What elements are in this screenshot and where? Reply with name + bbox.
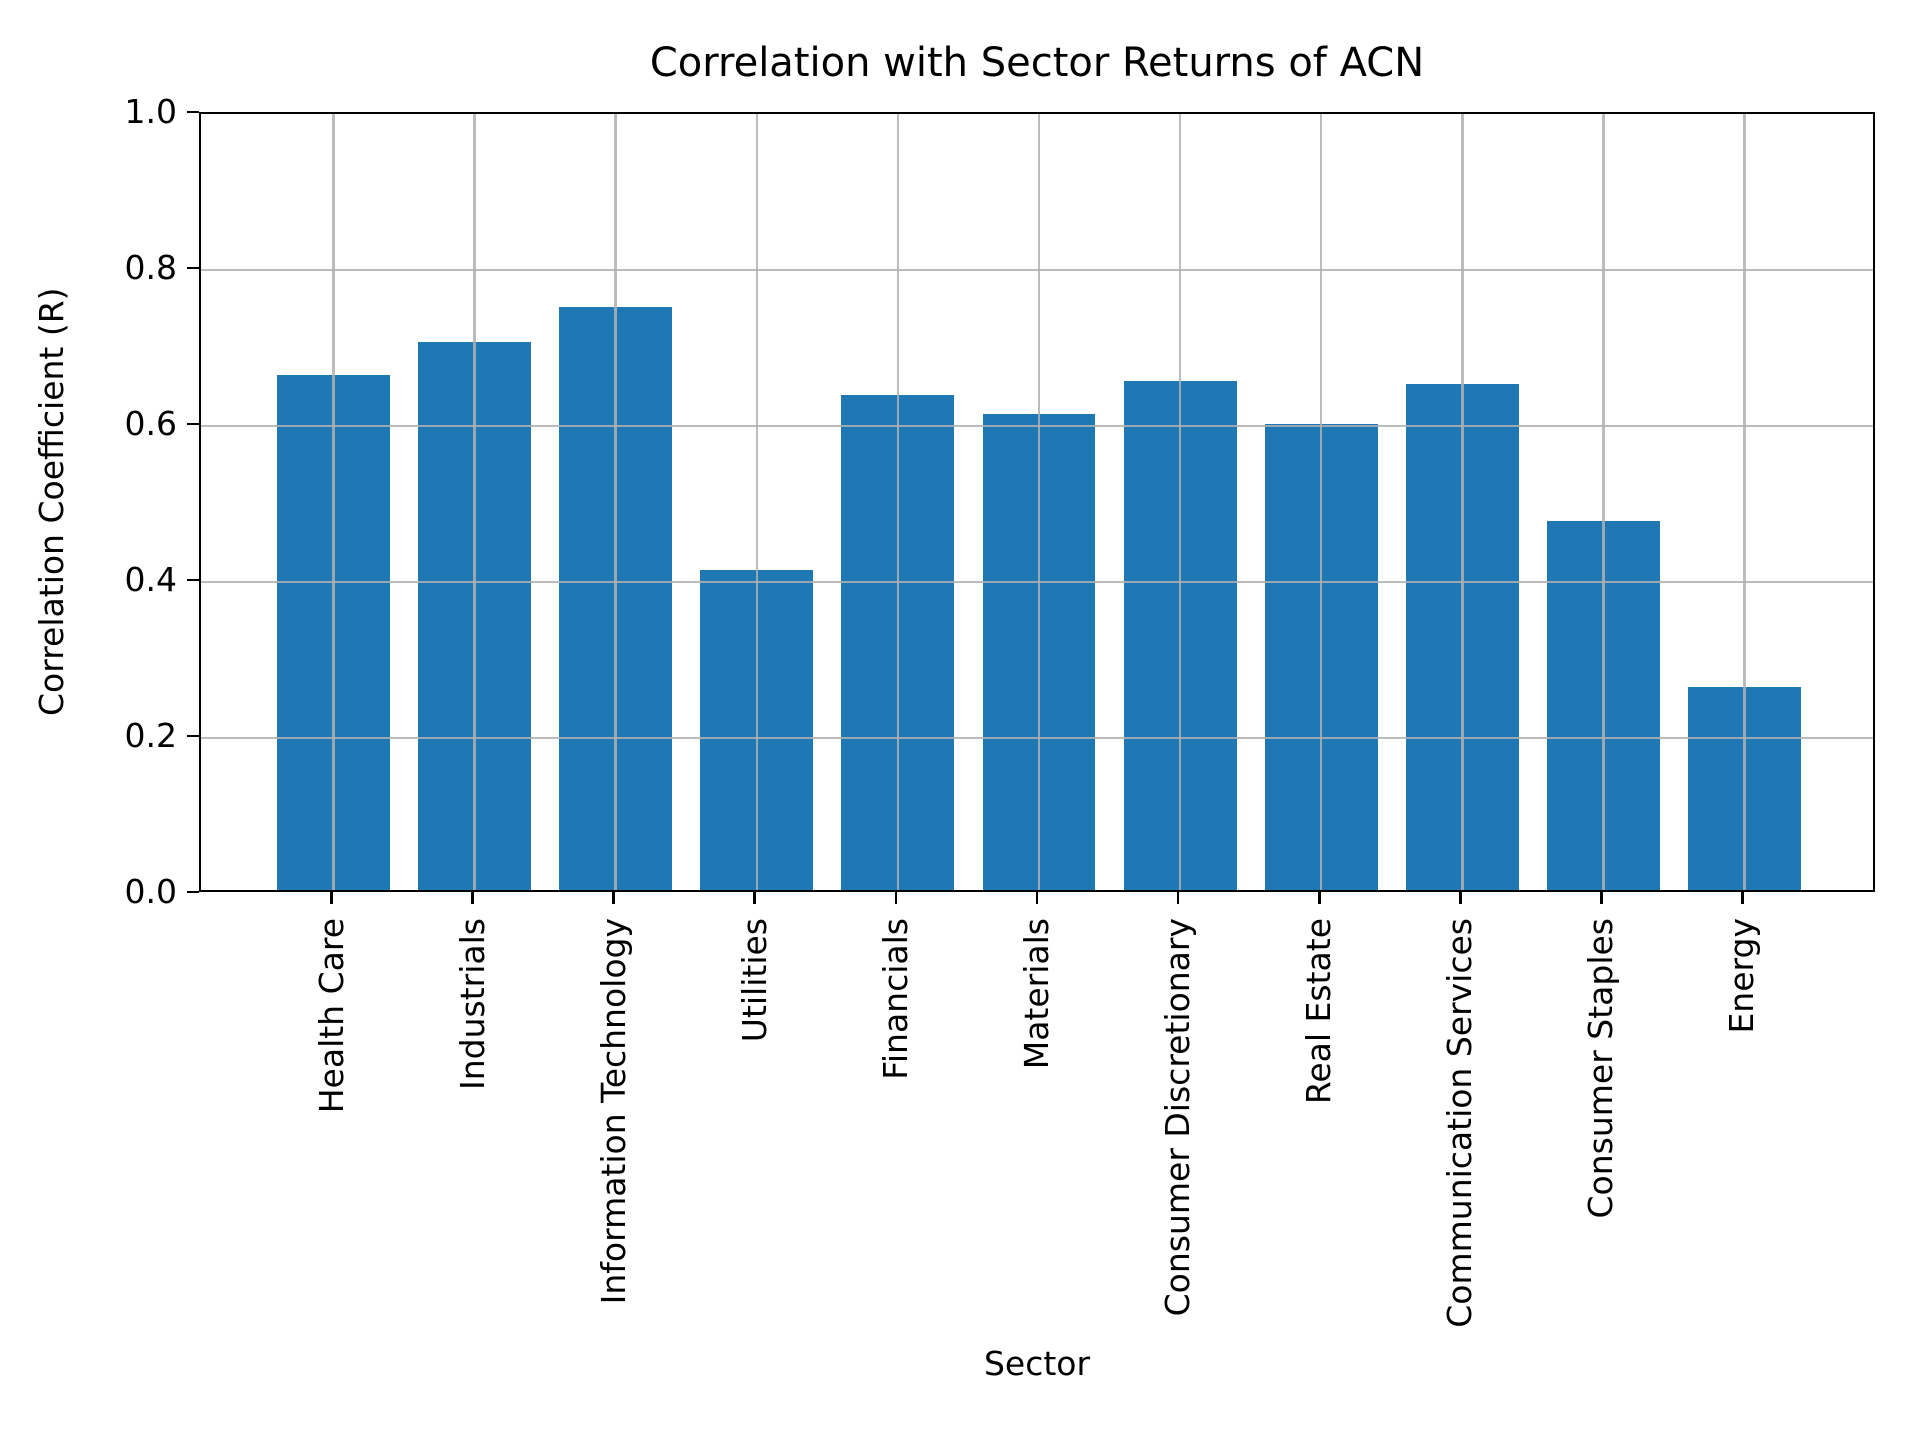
chart-title: Correlation with Sector Returns of ACN — [649, 40, 1425, 86]
x-gridline — [1319, 114, 1323, 890]
x-tick-mark — [753, 892, 757, 904]
y-gridline — [201, 424, 1873, 428]
x-tick-mark — [1741, 892, 1744, 904]
x-axis-label: Sector — [983, 1344, 1091, 1383]
x-tick-label-health-care: Health Care — [311, 918, 351, 1114]
plot-area — [199, 112, 1875, 892]
y-tick-mark — [187, 110, 199, 114]
x-gridline — [473, 114, 476, 890]
x-tick-label-utilities: Utilities — [734, 918, 774, 1043]
x-tick-mark — [612, 892, 616, 904]
y-tick-mark — [187, 578, 199, 582]
x-gridline — [614, 114, 617, 890]
x-tick-mark — [1458, 892, 1462, 904]
x-tick-label-industrials: Industrials — [452, 918, 492, 1090]
y-gridline — [201, 268, 1873, 272]
x-gridline — [755, 114, 759, 890]
x-gridline — [1178, 114, 1182, 890]
y-tick-label: 0.6 — [124, 404, 177, 443]
y-tick-label: 0.8 — [124, 248, 177, 287]
x-tick-mark — [330, 892, 333, 904]
x-tick-label-real-estate: Real Estate — [1299, 918, 1339, 1105]
x-gridline — [1461, 114, 1464, 890]
x-tick-mark — [1600, 892, 1603, 904]
x-tick-label-financials: Financials — [875, 918, 915, 1080]
y-tick-mark — [187, 266, 199, 270]
y-axis-label: Correlation Coefficient (R) — [32, 287, 71, 717]
x-gridline — [1743, 114, 1746, 890]
y-tick-label: 0.0 — [124, 872, 177, 911]
y-gridline — [201, 736, 1873, 740]
y-tick-label: 0.4 — [124, 560, 177, 599]
x-gridline — [332, 114, 335, 890]
x-gridline — [896, 114, 900, 890]
x-tick-mark — [1176, 892, 1180, 904]
x-tick-label-communication-services: Communication Services — [1440, 918, 1480, 1328]
x-gridline — [1602, 114, 1605, 890]
y-tick-mark — [187, 890, 199, 894]
y-tick-label: 0.2 — [124, 716, 177, 755]
x-tick-mark — [471, 892, 474, 904]
x-tick-mark — [1317, 892, 1321, 904]
x-tick-label-consumer-discretionary: Consumer Discretionary — [1158, 918, 1198, 1317]
x-tick-mark — [894, 892, 898, 904]
y-tick-label: 1.0 — [124, 92, 177, 131]
y-tick-mark — [187, 422, 199, 426]
x-tick-mark — [1035, 892, 1039, 904]
x-gridline — [1037, 114, 1041, 890]
x-tick-label-materials: Materials — [1017, 918, 1056, 1070]
x-tick-label-information-technology: Information Technology — [593, 918, 633, 1305]
y-gridline — [201, 580, 1873, 584]
x-tick-label-energy: Energy — [1722, 918, 1762, 1034]
x-tick-label-consumer-staples: Consumer Staples — [1581, 918, 1621, 1219]
y-tick-mark — [187, 734, 199, 738]
